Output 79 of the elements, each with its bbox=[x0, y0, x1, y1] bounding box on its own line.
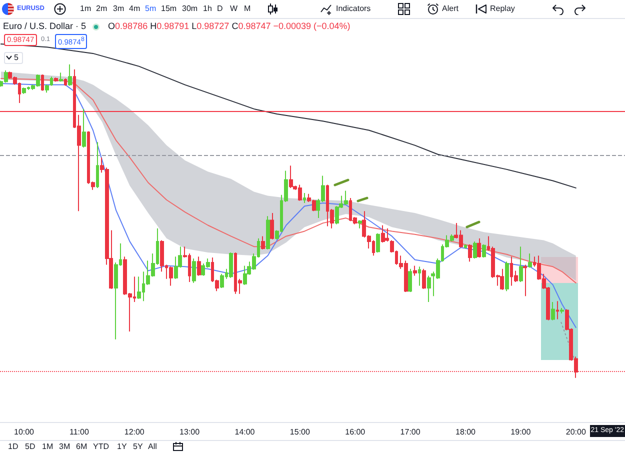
text: 1D bbox=[8, 442, 18, 452]
x-tick-label: 19:00 bbox=[510, 428, 532, 436]
candlestick bbox=[4, 70, 8, 84]
text: 5D bbox=[25, 442, 36, 452]
text: All bbox=[148, 442, 157, 452]
candlestick bbox=[473, 241, 477, 259]
text: D bbox=[217, 4, 223, 14]
candlestick bbox=[464, 244, 467, 249]
x-tick-label: 17:00 bbox=[400, 428, 421, 436]
candlestick bbox=[418, 266, 421, 286]
candlestick bbox=[408, 268, 412, 293]
x-tick-label: 14:00 bbox=[234, 428, 256, 436]
candlestick bbox=[482, 244, 486, 258]
text: 1h bbox=[203, 4, 212, 14]
x-tick-label: 20:00 bbox=[566, 428, 586, 436]
candlestick bbox=[169, 266, 173, 286]
candlestick bbox=[54, 77, 58, 82]
candlestick bbox=[560, 308, 564, 314]
text: Alert bbox=[442, 4, 458, 14]
candlestick bbox=[413, 265, 417, 276]
text: 1m bbox=[80, 4, 92, 14]
candlestick bbox=[82, 108, 86, 148]
candlestick bbox=[261, 236, 265, 250]
text: 3M bbox=[59, 442, 70, 452]
text: W bbox=[230, 4, 238, 14]
text: 4m bbox=[129, 4, 140, 14]
candlestick bbox=[556, 300, 559, 320]
candlestick bbox=[41, 74, 44, 92]
candlestick bbox=[519, 246, 523, 282]
text: 1Y bbox=[117, 442, 127, 452]
text: 5 bbox=[14, 52, 18, 63]
text: Indicators bbox=[336, 4, 371, 14]
candlestick bbox=[358, 220, 362, 229]
candlestick bbox=[505, 261, 509, 292]
candlestick bbox=[500, 268, 504, 290]
candlestick bbox=[192, 258, 196, 284]
x-tick-label: 15:00 bbox=[290, 428, 310, 436]
text: 30m bbox=[182, 4, 198, 14]
candlestick bbox=[523, 264, 527, 297]
candlestick bbox=[243, 265, 247, 286]
candlestick bbox=[303, 192, 306, 204]
candlestick bbox=[229, 252, 233, 278]
candlestick bbox=[468, 244, 472, 262]
candlestick bbox=[528, 252, 532, 268]
candlestick bbox=[477, 238, 481, 258]
candlestick bbox=[427, 275, 431, 303]
text: M bbox=[244, 4, 251, 14]
text: 3m bbox=[113, 4, 124, 14]
candlestick bbox=[220, 273, 224, 288]
text: 2m bbox=[96, 4, 108, 14]
text: 1M bbox=[42, 442, 54, 452]
x-tick-label: 12:00 bbox=[124, 428, 145, 436]
chart-title: Euro / U.S. Dollar · 5 bbox=[3, 21, 86, 32]
text: Replay bbox=[490, 4, 515, 14]
text: 5m bbox=[145, 4, 156, 14]
text: 5Y bbox=[133, 442, 143, 452]
candlestick bbox=[197, 256, 201, 276]
candlestick bbox=[96, 142, 99, 188]
candlestick bbox=[422, 268, 426, 290]
candlestick bbox=[68, 64, 72, 86]
text: YTD bbox=[93, 442, 109, 452]
candlestick bbox=[64, 78, 67, 86]
x-tick-label: 10:00 bbox=[14, 428, 35, 436]
x-tick-label: 16:00 bbox=[345, 428, 366, 436]
text: 15m bbox=[161, 4, 177, 14]
candlestick bbox=[289, 165, 293, 188]
candlestick bbox=[376, 232, 380, 254]
candlestick bbox=[22, 87, 26, 94]
candlestick bbox=[385, 228, 389, 242]
text: 6M bbox=[76, 442, 88, 452]
candlestick bbox=[59, 72, 63, 82]
x-tick-label: 13:00 bbox=[180, 428, 200, 436]
x-tick-label: 11:00 bbox=[69, 428, 90, 436]
x-tick-label: 18:00 bbox=[455, 428, 476, 436]
candlestick bbox=[381, 224, 385, 243]
candlestick bbox=[551, 302, 555, 321]
candlestick bbox=[270, 212, 274, 240]
candlestick bbox=[266, 216, 270, 250]
chart-subtitle: O0.98786 H0.98791 L0.98727 C0.98747 −0.00039 (−0.04%) bbox=[108, 21, 350, 31]
